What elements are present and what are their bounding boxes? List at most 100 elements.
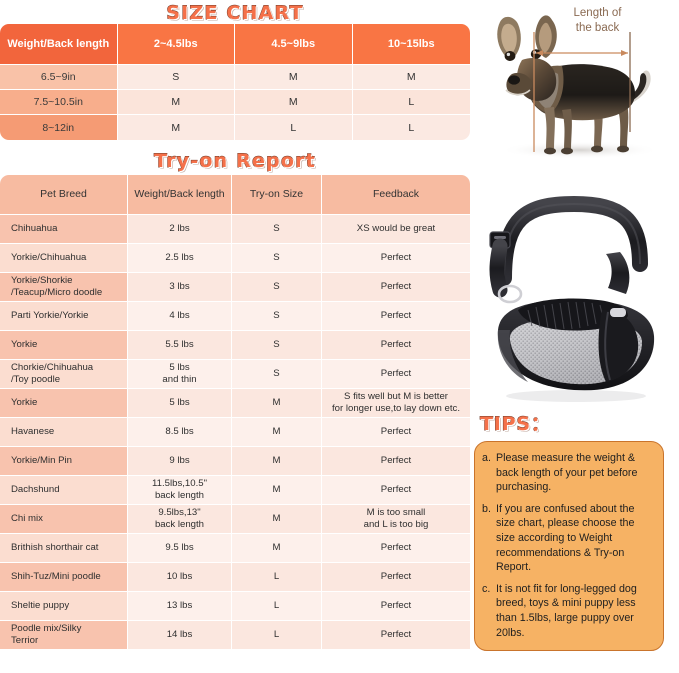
drawstring-toggle — [610, 308, 626, 317]
size-chart-cell: M — [235, 65, 353, 90]
size-chart-header-cell: Weight/Back length — [0, 24, 118, 65]
size-chart-row-label: 6.5~9in — [0, 65, 118, 90]
size-chart-cell: L — [352, 90, 470, 115]
tryon-cell-weight: 9.5lbs,13" back length — [128, 505, 232, 534]
tryon-report-table: Pet Breed Weight/Back length Try-on Size… — [0, 175, 470, 650]
tryon-cell-breed: Shih-Tuz/Mini poodle — [0, 563, 128, 592]
tryon-header-cell: Weight/Back length — [128, 175, 232, 215]
table-row: 7.5~10.5in M M L — [0, 90, 470, 115]
size-chart-body: 6.5~9in S M M 7.5~10.5in M M L 8~12in M … — [0, 65, 470, 140]
tryon-cell-size: S — [232, 302, 322, 331]
size-chart-header-cell: 10~15lbs — [352, 24, 470, 65]
tryon-cell-feedback: M is too small and L is too big — [322, 505, 470, 534]
size-chart-cell: S — [117, 65, 235, 90]
d-ring — [497, 284, 523, 304]
tryon-cell-weight: 5.5 lbs — [128, 331, 232, 360]
tip-bullet-letter: c. — [482, 582, 491, 595]
tryon-cell-breed: Chihuahua — [0, 215, 128, 244]
tryon-cell-weight: 9 lbs — [128, 447, 232, 476]
tryon-cell-breed: Brithish shorthair cat — [0, 534, 128, 563]
tryon-cell-feedback: Perfect — [322, 621, 470, 650]
tryon-header-row: Pet Breed Weight/Back length Try-on Size… — [0, 175, 470, 215]
right-column: Length of the back — [470, 0, 679, 673]
tryon-cell-feedback: Perfect — [322, 534, 470, 563]
tryon-cell-breed: Yorkie/Min Pin — [0, 447, 128, 476]
length-of-back-annotation: Length of the back — [573, 7, 622, 34]
tryon-table-body: Chihuahua 2 lbs S XS would be great Yorkie/C… — [0, 215, 470, 650]
tryon-cell-weight: 9.5 lbs — [128, 534, 232, 563]
tip-text: If you are confused about the size chart… — [496, 502, 635, 574]
table-row: Chi mix 9.5lbs,13" back length M M is too sm… — [0, 505, 470, 534]
table-row: Yorkie 5.5 lbs S Perfect — [0, 331, 470, 360]
tryon-cell-size: S — [232, 273, 322, 302]
tryon-header-cell: Feedback — [322, 175, 470, 215]
tryon-cell-breed: Sheltie puppy — [0, 592, 128, 621]
tryon-cell-weight: 5 lbs — [128, 389, 232, 418]
side-flap — [598, 310, 639, 382]
tryon-cell-breed: Yorkie/Shorkie/Teacup/Micro doodle — [0, 273, 128, 302]
table-row: 8~12in M L L — [0, 115, 470, 140]
list-item: a. Please measure the weight & back leng… — [482, 451, 655, 495]
tip-bullet-letter: a. — [482, 452, 491, 464]
size-chart-cell: M — [352, 65, 470, 90]
table-row: Yorkie/Chihuahua 2.5 lbs S Perfect — [0, 244, 470, 273]
table-row: Yorkie 5 lbs M S fits well but M is better f… — [0, 389, 470, 418]
table-row: Sheltie puppy 13 lbs L Perfect — [0, 592, 470, 621]
tip-text: It is not fit for long-legged dog breed,… — [496, 582, 637, 639]
arrow-head-left — [536, 50, 543, 56]
tryon-cell-size: S — [232, 331, 322, 360]
size-chart-cell: M — [117, 90, 235, 115]
tryon-cell-size: M — [232, 534, 322, 563]
tryon-cell-feedback: Perfect — [322, 418, 470, 447]
tip-text: Please measure the weight & back length … — [496, 452, 638, 494]
tryon-header-cell: Pet Breed — [0, 175, 128, 215]
tryon-cell-breed: Havanese — [0, 418, 128, 447]
tryon-cell-weight: 2 lbs — [128, 215, 232, 244]
table-row: 6.5~9in S M M — [0, 65, 470, 90]
table-row: Brithish shorthair cat 9.5 lbs M Perfect — [0, 534, 470, 563]
tryon-cell-weight: 8.5 lbs — [128, 418, 232, 447]
tryon-cell-weight: 4 lbs — [128, 302, 232, 331]
size-chart-cell: M — [235, 90, 353, 115]
list-item: c. It is not fit for long-legged dog bre… — [482, 582, 655, 640]
tryon-cell-weight: 10 lbs — [128, 563, 232, 592]
tryon-cell-feedback: XS would be great — [322, 215, 470, 244]
arrow-head-right — [621, 50, 628, 56]
tryon-cell-weight: 2.5 lbs — [128, 244, 232, 273]
table-row: Yorkie/Shorkie/Teacup/Micro doodle 3 lbs S… — [0, 273, 470, 302]
tryon-cell-size: M — [232, 389, 322, 418]
tryon-cell-size: M — [232, 447, 322, 476]
size-chart-head: Weight/Back length 2~4.5lbs 4.5~9lbs 10~… — [0, 24, 470, 65]
tryon-cell-size: L — [232, 621, 322, 650]
table-row: Yorkie/Min Pin 9 lbs M Perfect — [0, 447, 470, 476]
carrier-bag-illustration — [470, 160, 679, 408]
tryon-cell-size: M — [232, 476, 322, 505]
size-chart-header-cell: 4.5~9lbs — [235, 24, 353, 65]
shoulder-pad — [606, 252, 630, 294]
tryon-cell-breed: Chi mix — [0, 505, 128, 534]
tips-section: TIPS： a. Please measure the weight & bac… — [474, 412, 674, 652]
tryon-cell-feedback: S fits well but M is better for longer us… — [322, 389, 470, 418]
chihuahua-photo — [470, 0, 679, 160]
tryon-cell-weight: 14 lbs — [128, 621, 232, 650]
tryon-cell-size: L — [232, 592, 322, 621]
tryon-cell-breed: Yorkie — [0, 331, 128, 360]
tips-box: a. Please measure the weight & back leng… — [474, 441, 664, 652]
tryon-cell-weight: 13 lbs — [128, 592, 232, 621]
tryon-cell-breed: Parti Yorkie/Yorkie — [0, 302, 128, 331]
table-row: Chihuahua 2 lbs S XS would be great — [0, 215, 470, 244]
tryon-cell-size: S — [232, 360, 322, 389]
tryon-cell-weight: 5 lbs and thin — [128, 360, 232, 389]
tryon-cell-breed: Yorkie — [0, 389, 128, 418]
tip-bullet-letter: b. — [482, 502, 491, 515]
size-chart-cell: L — [352, 115, 470, 140]
tryon-header-cell: Try-on Size — [232, 175, 322, 215]
table-row: Parti Yorkie/Yorkie 4 lbs S Perfect — [0, 302, 470, 331]
tryon-cell-breed: Dachshund — [0, 476, 128, 505]
tryon-cell-breed: Chorkie/Chihuahua/Toy poodle — [0, 360, 128, 389]
size-chart-table: Weight/Back length 2~4.5lbs 4.5~9lbs 10~… — [0, 24, 470, 140]
table-row: Havanese 8.5 lbs M Perfect — [0, 418, 470, 447]
size-chart-header-row: Weight/Back length 2~4.5lbs 4.5~9lbs 10~… — [0, 24, 470, 65]
tryon-cell-feedback: Perfect — [322, 273, 470, 302]
tryon-cell-weight: 3 lbs — [128, 273, 232, 302]
